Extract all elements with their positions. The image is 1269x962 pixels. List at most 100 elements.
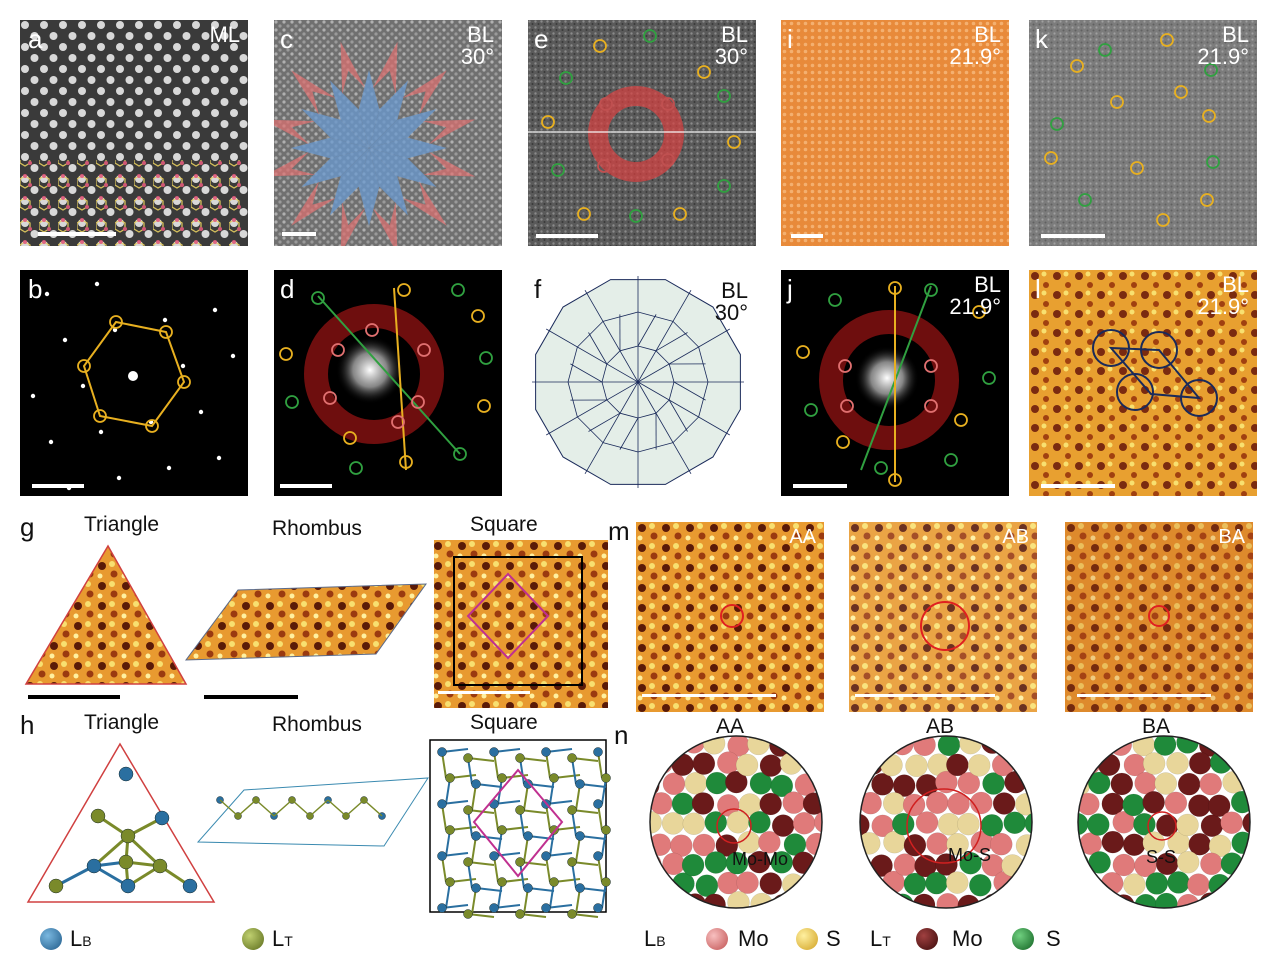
g-triangle-image (24, 544, 188, 685)
panel-d: d (274, 270, 502, 496)
panel-label-a: a (28, 24, 43, 54)
panel-label-n: n (614, 720, 629, 750)
panel-tag-a: ML (209, 22, 240, 47)
panel-tag-k: BL 21.9° (1197, 24, 1249, 68)
panel-tag-e: BL 30° (715, 24, 748, 68)
panel-l-image (1029, 270, 1257, 496)
n-title-aa: AA (716, 715, 745, 738)
panel-f-image (532, 276, 744, 488)
legend-lt: LT (272, 928, 293, 952)
panel-tag-i-line2: 21.9° (949, 44, 1001, 69)
legend-lt-atom-icon (242, 928, 264, 950)
legend-lt-2-label: L (870, 926, 883, 951)
legend-lt-2-sub: T (882, 933, 891, 949)
legend-s-top-icon (1012, 928, 1034, 950)
panel-m-aa: AA (636, 522, 824, 712)
panel-a-image (20, 20, 248, 246)
panel-label-l: l (1035, 274, 1041, 304)
panel-tag-e-line1: BL (721, 22, 748, 47)
legend-mo-bottom: Mo (738, 926, 769, 951)
panel-tag-l: BL 21.9° (1197, 274, 1249, 318)
panel-label-b: b (28, 274, 43, 304)
panel-label-k: k (1035, 24, 1048, 54)
g-title-rhombus: Rhombus (272, 517, 362, 540)
h-rhombus (196, 777, 429, 847)
legend-lb-2-sub: B (656, 933, 666, 949)
panel-j: j BL 21.9° (781, 270, 1009, 496)
legend-mo-top: Mo (952, 926, 983, 951)
n-circle-ab (859, 735, 1033, 909)
panel-tag-k-line2: 21.9° (1197, 44, 1249, 69)
panel-tag-k-line1: BL (1222, 22, 1249, 47)
legend-lb-label: L (70, 926, 83, 951)
panel-a: a ML (20, 20, 248, 246)
n-annot-ss: S-S (1146, 847, 1177, 867)
scale-bar-e (536, 234, 598, 238)
panel-b: b (20, 270, 248, 496)
n-circle-aa (649, 735, 823, 909)
legend-lb: LB (70, 928, 92, 952)
scale-bar-i (791, 234, 823, 238)
scale-bar-l (1041, 484, 1115, 488)
panel-label-d: d (280, 274, 295, 304)
panel-label-j: j (787, 274, 793, 304)
h-title-triangle: Triangle (84, 711, 160, 734)
panel-label-g: g (20, 512, 35, 542)
legend-lt-label: L (272, 926, 285, 951)
legend-mo-top-icon (916, 928, 938, 950)
panel-label-i: i (787, 24, 793, 54)
panel-tag-f-line2: 30° (714, 300, 748, 325)
panel-e-image (528, 20, 756, 246)
h-triangle (26, 742, 216, 903)
legend-lt-2: LT (870, 928, 891, 952)
panel-label-c: c (280, 24, 293, 54)
legend-s-bottom: S (826, 926, 841, 951)
scale-bar-c (282, 232, 316, 236)
n-circle-ba (1077, 735, 1251, 909)
panel-label-f: f (534, 274, 542, 304)
legend-mo-bottom-icon (706, 928, 728, 950)
legend-lt-sub: T (284, 933, 293, 949)
panel-k: k BL 21.9° (1029, 20, 1257, 246)
panel-tag-i: BL 21.9° (949, 24, 1001, 68)
scale-bar-k (1041, 234, 1105, 238)
panel-i: i BL 21.9° (781, 20, 1009, 246)
panel-d-image (279, 283, 493, 475)
panel-k-image (1029, 20, 1257, 246)
panel-tag-l-line1: BL (1222, 272, 1249, 297)
g-title-triangle: Triangle (84, 513, 160, 536)
panel-label-m: m (608, 516, 630, 546)
h-title-rhombus: Rhombus (272, 713, 362, 736)
panel-tag-c-line1: BL (467, 22, 494, 47)
n-annot-mos: Mo-S (948, 845, 992, 865)
n-annot-momo: Mo-Mo (732, 849, 789, 869)
panel-label-e: e (534, 24, 549, 54)
panel-tag-j: BL 21.9° (949, 274, 1001, 318)
panel-label-h: h (20, 710, 35, 740)
panel-tag-c: BL 30° (461, 24, 494, 68)
legend-lb-atom-icon (40, 928, 62, 950)
panel-j-image (796, 281, 996, 487)
g-title-square: Square (470, 513, 538, 536)
panel-c-image (274, 20, 502, 246)
legend-lb-2: LB (644, 928, 666, 952)
legend-lb-2-label: L (644, 926, 657, 951)
panel-tag-l-line2: 21.9° (1197, 294, 1249, 319)
legend-s-bottom-icon (796, 928, 818, 950)
scale-bar-d (280, 484, 332, 488)
scale-bar-j (793, 484, 847, 488)
m-tag-ab: AB (1002, 526, 1029, 548)
panel-f: f BL 30° (528, 270, 756, 496)
panel-m-ab: AB (849, 522, 1037, 712)
panel-l: l BL 21.9° (1029, 270, 1257, 496)
panel-tag-i-line1: BL (974, 22, 1001, 47)
m-tag-aa: AA (789, 526, 816, 548)
scale-bar-a (38, 232, 116, 236)
panel-tag-j-line1: BL (974, 272, 1001, 297)
g-rhombus-image (184, 583, 427, 661)
panel-b-image (30, 281, 236, 491)
n-title-ba: BA (1142, 715, 1171, 738)
legend-lb-sub: B (82, 933, 92, 949)
panel-tag-c-line2: 30° (460, 44, 494, 69)
panel-m-ba: BA (1065, 522, 1253, 712)
